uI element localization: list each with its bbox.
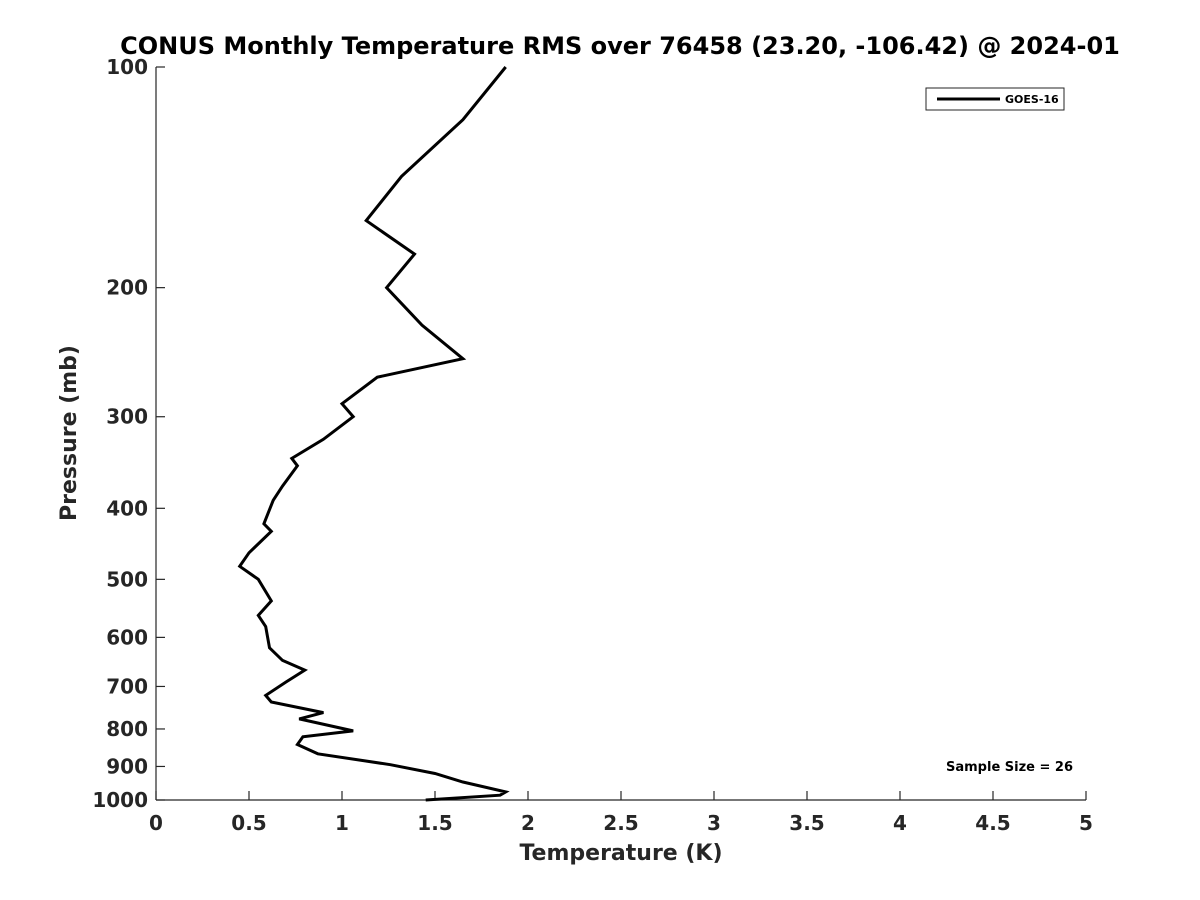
sample-size-annotation: Sample Size = 26 (946, 760, 1073, 775)
x-axis-label: Temperature (K) (519, 841, 722, 866)
y-axis-label: Pressure (mb) (57, 345, 82, 521)
chart-title: CONUS Monthly Temperature RMS over 76458… (120, 32, 1120, 60)
y-tick-label: 1000 (92, 788, 148, 812)
y-tick-label: 600 (106, 625, 148, 649)
x-tick-label: 2 (521, 811, 535, 835)
y-tick-label: 900 (106, 754, 148, 778)
y-tick-label: 700 (106, 674, 148, 698)
x-tick-label: 2.5 (603, 811, 638, 835)
x-tick-label: 4 (893, 811, 907, 835)
series-line-goes-16 (237, 66, 510, 802)
x-tick-label: 0 (149, 811, 163, 835)
y-tick-label: 400 (106, 496, 148, 520)
y-tick-label: 500 (106, 567, 148, 591)
x-tick-label: 1.5 (417, 811, 452, 835)
x-tick-label: 3.5 (789, 811, 824, 835)
y-tick-label: 100 (106, 55, 148, 79)
x-axis-ticks: 0 0.5 1 1.5 2 2.5 3 3.5 4 4.5 5 (149, 791, 1093, 835)
legend: GOES-16 (925, 87, 1065, 111)
legend-entry-goes-16: GOES-16 (1005, 93, 1059, 106)
x-tick-label: 5 (1079, 811, 1093, 835)
y-tick-label: 200 (106, 276, 148, 300)
x-tick-label: 3 (707, 811, 721, 835)
y-tick-label: 800 (106, 717, 148, 741)
series-layer (237, 66, 510, 802)
y-tick-label: 300 (106, 405, 148, 429)
x-tick-label: 1 (335, 811, 349, 835)
x-tick-label: 4.5 (975, 811, 1010, 835)
x-tick-label: 0.5 (231, 811, 266, 835)
y-axis-ticks: 100 200 300 400 500 600 700 800 900 1000 (92, 55, 165, 812)
